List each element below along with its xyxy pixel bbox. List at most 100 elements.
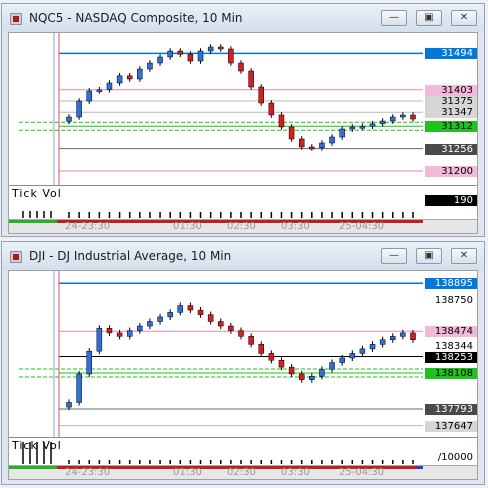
price-label: 138253 <box>425 351 477 363</box>
close-button[interactable]: ✕ <box>451 248 477 264</box>
chart-client: 31494 31403 31375 31347 31312 31256 31200 Tick… <box>8 32 478 234</box>
candle-body <box>106 82 113 91</box>
titlebar[interactable]: NQC5 - NASDAQ Composite, 10 Min — ▣ ✕ <box>2 4 484 32</box>
candle-body <box>319 142 325 149</box>
tick-volume-panel: Tick Vol /10000 <box>9 437 477 466</box>
price-label: 31200 <box>425 166 477 177</box>
price-chart[interactable] <box>9 271 423 437</box>
time-label: 25-04:30 <box>339 467 385 478</box>
price-label: 137647 <box>425 420 477 432</box>
candle-body <box>369 344 376 350</box>
candle-body <box>137 68 143 80</box>
price-axis: 31494 31403 31375 31347 31312 31256 31200 <box>425 33 477 185</box>
candle-body <box>238 62 244 72</box>
candle-body <box>157 316 163 322</box>
candle-body <box>349 353 356 359</box>
candle-body <box>177 305 184 313</box>
candle-body <box>167 50 173 58</box>
price-label: 138474 <box>425 326 477 338</box>
session-band <box>9 466 57 469</box>
minimize-button[interactable]: — <box>381 10 407 26</box>
minimize-icon: — <box>389 12 399 23</box>
time-label: 02:30 <box>227 467 256 478</box>
candle-body <box>238 330 244 337</box>
close-button[interactable]: ✕ <box>451 10 477 26</box>
candle-body <box>390 336 396 340</box>
window-title: DJI - DJ Industrial Average, 10 Min <box>29 249 232 263</box>
candle-body <box>369 123 376 127</box>
candle-body <box>349 126 356 130</box>
titlebar[interactable]: DJI - DJ Industrial Average, 10 Min — ▣ … <box>2 242 484 270</box>
session-band <box>57 466 423 469</box>
candle-body <box>197 50 204 62</box>
time-axis: 24-23:30 01:30 02:30 03:30 25-04:30 <box>9 219 477 233</box>
window-title: NQC5 - NASDAQ Composite, 10 Min <box>29 11 243 25</box>
candle-body <box>319 369 325 377</box>
price-label: 31403 <box>425 84 477 96</box>
restore-button[interactable]: ▣ <box>416 248 442 264</box>
candle-body <box>339 128 345 138</box>
candle-body <box>76 100 82 118</box>
time-label: 24-23:30 <box>65 221 111 232</box>
price-label: 137793 <box>425 403 477 415</box>
close-icon: ✕ <box>459 250 469 261</box>
candle-body <box>86 90 92 102</box>
price-label: 138108 <box>425 368 477 380</box>
restore-icon: ▣ <box>424 12 434 23</box>
tick-volume-bars <box>22 442 414 464</box>
candle-body <box>298 373 305 380</box>
price-label: 31347 <box>425 107 477 119</box>
candle-body <box>126 75 133 80</box>
candle-body <box>248 70 254 88</box>
candle-body <box>288 126 295 140</box>
minimize-icon: — <box>389 250 399 261</box>
candle-body <box>187 53 194 62</box>
time-label: 03:30 <box>281 467 310 478</box>
candle-body <box>298 138 305 148</box>
candle-body <box>147 321 153 327</box>
candle-body <box>400 332 406 337</box>
candle-body <box>228 325 234 331</box>
tick-volume-bars <box>22 211 414 218</box>
restore-button[interactable]: ▣ <box>416 10 442 26</box>
candle-body <box>207 46 214 52</box>
candle-body <box>86 350 92 375</box>
candle-body <box>66 402 72 408</box>
session-band <box>57 220 423 223</box>
candle-body <box>218 321 224 327</box>
candle-body <box>126 330 133 337</box>
session-band <box>9 220 57 223</box>
app-icon <box>10 13 22 25</box>
time-label: 01:30 <box>173 221 202 232</box>
dji-chart-window[interactable]: DJI - DJ Industrial Average, 10 Min — ▣ … <box>1 241 485 485</box>
price-chart[interactable] <box>9 33 423 185</box>
candle-body <box>268 353 275 361</box>
restore-icon: ▣ <box>424 250 434 261</box>
candle-body <box>309 146 315 150</box>
candle-body <box>167 312 173 318</box>
indicator-value: /10000 <box>437 452 473 463</box>
candle-body <box>309 375 315 380</box>
minimize-button[interactable]: — <box>381 248 407 264</box>
candle-body <box>187 305 194 311</box>
price-label: 31256 <box>425 143 477 155</box>
price-label: 31375 <box>425 96 477 107</box>
candle-body <box>359 348 366 354</box>
candle-body <box>147 62 153 70</box>
candle-body <box>359 125 366 129</box>
price-label: 138895 <box>425 278 477 290</box>
candle-body <box>400 114 406 118</box>
candle-body <box>66 116 72 122</box>
candle-body <box>410 114 416 120</box>
candle-body <box>96 328 103 352</box>
indicator-label: Tick Vol <box>12 187 62 200</box>
candle-body <box>248 336 254 345</box>
nasdaq-chart-window[interactable]: NQC5 - NASDAQ Composite, 10 Min — ▣ ✕ 31… <box>1 3 485 237</box>
candle-body <box>258 86 264 104</box>
price-label: 138750 <box>425 294 477 306</box>
candle-body <box>258 344 264 354</box>
candle-body <box>268 102 275 116</box>
candle-body <box>278 114 285 128</box>
session-band <box>417 466 423 469</box>
candle-body <box>329 362 335 370</box>
